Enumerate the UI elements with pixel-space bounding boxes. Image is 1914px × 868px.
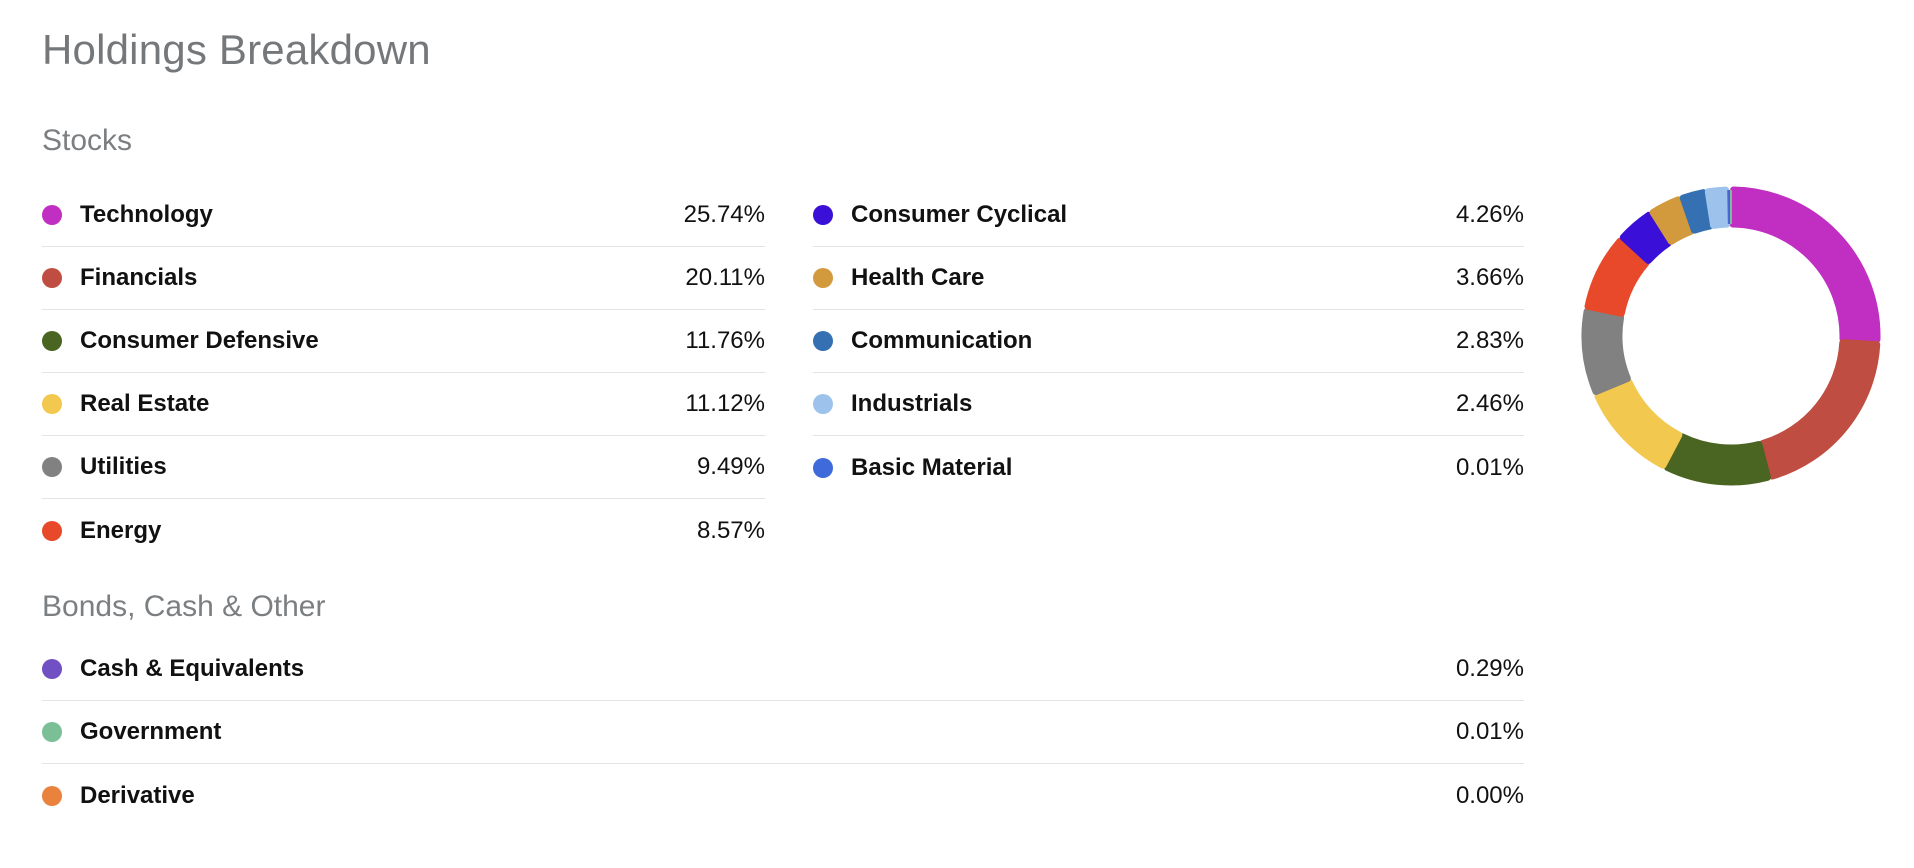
donut-segment-financials <box>1759 339 1881 480</box>
donut-segment-consumer-cyclical <box>1619 211 1672 264</box>
donut-segment-energy <box>1584 237 1650 317</box>
holding-percent-value: 20.11% <box>685 264 765 291</box>
holding-label: Cash & Equivalents <box>80 655 305 682</box>
holding-color-dot <box>42 722 62 742</box>
holding-row: Derivative 0.00% <box>42 764 1524 827</box>
holding-label: Technology <box>80 201 213 228</box>
holding-percent-value: 4.26% <box>1455 201 1524 228</box>
holding-percent-value: 0.01% <box>1455 718 1524 745</box>
section-header-bonds: Bonds, Cash & Other <box>42 590 326 623</box>
donut-segment-utilities <box>1581 307 1631 395</box>
holding-percent-value: 0.00% <box>1455 781 1524 809</box>
holding-color-dot <box>42 268 62 288</box>
holding-row: Consumer Cyclical 4.26% <box>813 184 1524 247</box>
holding-label: Communication <box>851 327 1033 354</box>
holding-color-dot <box>42 205 62 225</box>
holding-label: Industrials <box>851 390 973 417</box>
holding-label: Energy <box>80 516 162 544</box>
stocks-columns: Technology 25.74% Financials 20.11% Cons… <box>42 184 1914 562</box>
holding-percent-value: 25.74% <box>683 201 765 228</box>
holding-label: Government <box>80 718 222 745</box>
holding-color-dot <box>42 394 62 414</box>
holding-color-dot <box>813 457 833 478</box>
holding-color-dot <box>42 520 62 541</box>
holding-percent-value: 11.76% <box>685 327 765 354</box>
donut-segment-technology <box>1729 186 1881 344</box>
holding-row: Communication 2.83% <box>813 310 1524 373</box>
stocks-column-right: Consumer Cyclical 4.26% Health Care 3.66… <box>813 184 1524 499</box>
holding-label: Health Care <box>851 264 985 291</box>
stocks-column-left: Technology 25.74% Financials 20.11% Cons… <box>42 184 765 562</box>
holding-label: Consumer Cyclical <box>851 201 1068 228</box>
holding-row: Energy 8.57% <box>42 499 765 562</box>
section-header-stocks: Stocks <box>42 124 133 157</box>
holding-label: Real Estate <box>80 390 210 417</box>
holding-percent-value: 0.29% <box>1455 655 1524 682</box>
holding-label: Derivative <box>80 781 195 809</box>
holding-color-dot <box>42 331 62 351</box>
donut-segment-health-care <box>1649 196 1695 245</box>
section-bonds-cash-other: Bonds, Cash & Other Cash & Equivalents 0… <box>42 590 1914 827</box>
holding-percent-value: 8.57% <box>696 516 765 544</box>
holding-percent-value: 11.12% <box>685 390 765 417</box>
holding-percent-value: 2.83% <box>1455 327 1524 354</box>
holding-color-dot <box>813 394 833 414</box>
donut-segment-industrials <box>1704 186 1731 229</box>
holding-row: Health Care 3.66% <box>813 247 1524 310</box>
holding-row: Industrials 2.46% <box>813 373 1524 436</box>
donut-segment-real-estate <box>1594 378 1683 469</box>
holding-label: Consumer Defensive <box>80 327 319 354</box>
holding-row: Government 0.01% <box>42 701 1524 764</box>
holding-row: Cash & Equivalents 0.29% <box>42 638 1524 701</box>
holding-row: Technology 25.74% <box>42 184 765 247</box>
holding-color-dot <box>42 659 62 679</box>
holding-row: Consumer Defensive 11.76% <box>42 310 765 373</box>
section-stocks: Stocks Technology 25.74% Financials 20.1… <box>42 124 1914 562</box>
donut-segment-communication <box>1679 189 1714 234</box>
holding-percent-value: 0.01% <box>1455 453 1524 481</box>
holding-label: Utilities <box>80 453 167 480</box>
donut-segment-consumer-defensive <box>1664 433 1771 486</box>
holding-label: Basic Material <box>851 453 1013 481</box>
holding-label: Financials <box>80 264 198 291</box>
holding-color-dot <box>813 205 833 225</box>
donut-segment-basic-material <box>1727 190 1730 225</box>
holding-color-dot <box>813 331 833 351</box>
holding-row: Utilities 9.49% <box>42 436 765 499</box>
holding-color-dot <box>813 268 833 288</box>
holding-percent-value: 3.66% <box>1455 264 1524 291</box>
holding-color-dot <box>42 785 62 806</box>
holding-row: Basic Material 0.01% <box>813 436 1524 499</box>
holding-percent-value: 9.49% <box>696 453 765 480</box>
holding-row: Real Estate 11.12% <box>42 373 765 436</box>
holdings-donut-chart <box>1581 186 1881 486</box>
holding-percent-value: 2.46% <box>1455 390 1524 417</box>
holding-row: Financials 20.11% <box>42 247 765 310</box>
holding-color-dot <box>42 457 62 477</box>
page-title: Holdings Breakdown <box>42 26 431 73</box>
bonds-list: Cash & Equivalents 0.29% Government 0.01… <box>42 638 1524 827</box>
